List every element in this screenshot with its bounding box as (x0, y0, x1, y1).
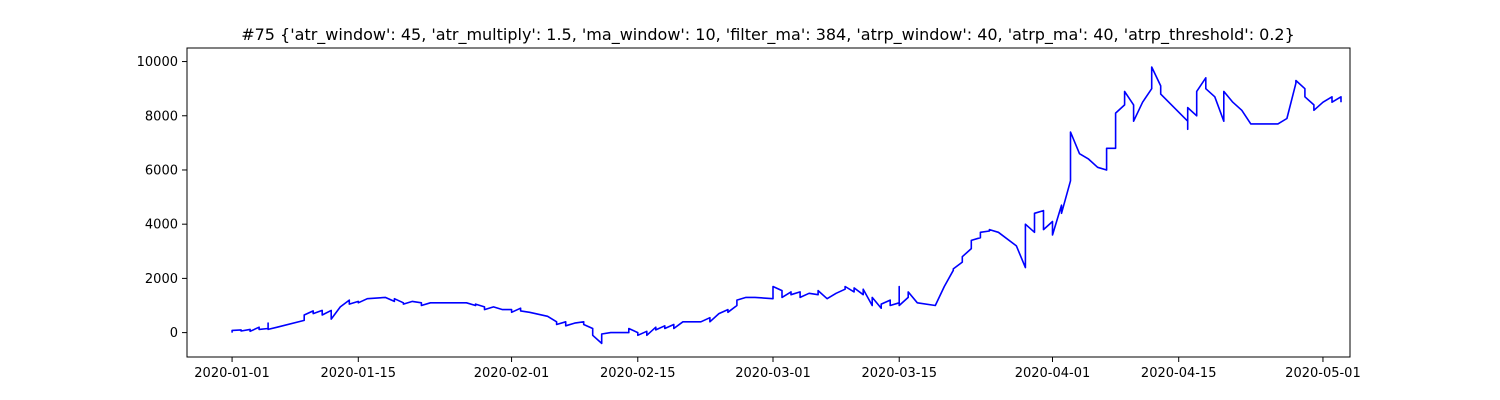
x-tick-label: 2020-01-15 (321, 366, 397, 381)
x-axis: 2020-01-01 2020-01-15 2020-02-01 2020-02-15… (194, 357, 1361, 381)
series-line (231, 66, 1342, 345)
x-tick-label: 2020-03-01 (735, 366, 811, 381)
x-tick-label: 2020-01-01 (194, 366, 270, 381)
y-tick-label: 8000 (145, 109, 178, 124)
x-tick-label: 2020-04-01 (1015, 366, 1091, 381)
y-tick-label: 6000 (145, 163, 178, 178)
chart-title: #75 {'atr_window': 45, 'atr_multiply': 1… (241, 25, 1295, 45)
series-layer (231, 66, 1342, 345)
y-tick-label: 2000 (145, 272, 178, 287)
plot-frame (186, 47, 1351, 358)
x-tick-label: 2020-04-15 (1141, 366, 1217, 381)
y-axis: 0 2000 4000 6000 8000 10000 (137, 55, 187, 341)
y-tick-label: 0 (170, 326, 178, 341)
x-tick-label: 2020-03-15 (861, 366, 937, 381)
y-tick-label: 4000 (145, 218, 178, 233)
x-tick-label: 2020-05-01 (1285, 366, 1361, 381)
x-tick-label: 2020-02-15 (600, 366, 676, 381)
y-tick-label: 10000 (137, 55, 178, 70)
x-tick-label: 2020-02-01 (474, 366, 550, 381)
